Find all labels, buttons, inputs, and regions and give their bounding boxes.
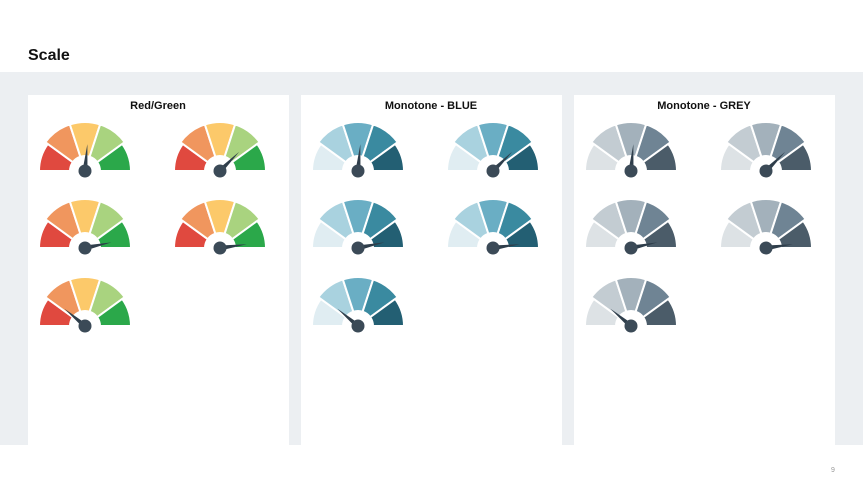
gauge-segment: [95, 219, 133, 249]
gauge-segment: [368, 142, 406, 172]
gauge-hub: [624, 164, 638, 178]
gauge: [310, 121, 406, 178]
gauge-segment: [361, 123, 400, 164]
gauge-needle: [82, 144, 88, 172]
gauge-hub: [351, 241, 365, 255]
gauge-segment: [361, 200, 400, 241]
gauge-segment: [503, 219, 541, 249]
slide-title: Scale: [28, 47, 70, 64]
gauge-hub: [213, 241, 227, 255]
gauge-segment: [95, 297, 133, 327]
gauge-hub: [213, 164, 227, 178]
gauge: [37, 198, 133, 255]
gauge-hub: [624, 319, 638, 333]
panel-title: Monotone - BLUE: [385, 100, 477, 112]
gauge-segment: [496, 200, 535, 241]
gauge-segment: [634, 123, 673, 164]
gauge-hub: [759, 164, 773, 178]
gauge-segment: [361, 278, 400, 319]
gauge-segment: [88, 278, 127, 319]
gauge-segment: [230, 142, 268, 172]
gauge-hub: [78, 164, 92, 178]
gauge-segment: [641, 297, 679, 327]
gauge-segment: [88, 123, 127, 164]
panel: Red/Green: [28, 95, 289, 445]
gauge-hub: [78, 241, 92, 255]
gauge: [37, 276, 133, 333]
gauge: [718, 198, 814, 255]
panel: Monotone - BLUE: [301, 95, 562, 445]
page-number: 9: [831, 467, 835, 474]
gauge-segment: [230, 219, 268, 249]
gauge-segment: [776, 142, 814, 172]
gauge-segment: [634, 200, 673, 241]
gauge-hub: [78, 319, 92, 333]
gauge-segment: [88, 200, 127, 241]
gauge-segment: [776, 219, 814, 249]
panel: Monotone - GREY: [574, 95, 835, 445]
gauge-segment: [769, 123, 808, 164]
gauge-segment: [223, 200, 262, 241]
gauge-segment: [368, 297, 406, 327]
gauge: [583, 198, 679, 255]
panel-title: Monotone - GREY: [657, 100, 751, 112]
gauge: [583, 121, 679, 178]
gauge-segment: [503, 142, 541, 172]
gauge-hub: [759, 241, 773, 255]
gauge-hub: [486, 164, 500, 178]
gauge: [310, 276, 406, 333]
gauge: [172, 198, 268, 255]
gauge: [718, 121, 814, 178]
gauge: [583, 276, 679, 333]
gauge-hub: [351, 164, 365, 178]
gauge-segment: [368, 219, 406, 249]
gauge-segment: [223, 123, 262, 164]
gauge: [37, 121, 133, 178]
gauge: [310, 198, 406, 255]
gauge: [445, 121, 541, 178]
gauge-segment: [634, 278, 673, 319]
gauge-segment: [95, 142, 133, 172]
gauge-needle: [628, 144, 634, 172]
gauge: [172, 121, 268, 178]
gauge-segment: [496, 123, 535, 164]
gauge-segment: [641, 219, 679, 249]
gauge-needle: [355, 144, 361, 172]
gauge-hub: [624, 241, 638, 255]
panel-title: Red/Green: [130, 100, 186, 112]
gauge-hub: [351, 319, 365, 333]
gauge: [445, 198, 541, 255]
gauge-segment: [641, 142, 679, 172]
gauge-segment: [769, 200, 808, 241]
gauge-hub: [486, 241, 500, 255]
